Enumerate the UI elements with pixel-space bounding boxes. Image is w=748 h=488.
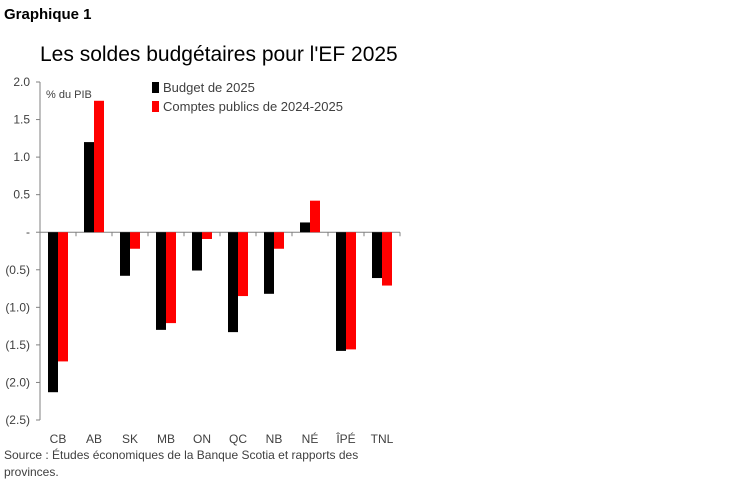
bar-comptes-NB <box>274 232 284 249</box>
x-tick-label: NÉ <box>302 431 319 446</box>
bar-comptes-NÉ <box>310 200 320 233</box>
x-tick-label: ÎPÉ <box>335 431 355 446</box>
bar-budget-TNL <box>372 232 382 279</box>
bar-comptes-SK <box>130 232 140 249</box>
x-tick-label: ON <box>193 432 211 446</box>
x-tick-label: AB <box>86 432 102 446</box>
bar-budget-SK <box>120 232 130 276</box>
bar-budget-ÎPÉ <box>336 232 346 351</box>
bar-budget-CB <box>48 232 58 393</box>
x-tick-label: SK <box>122 432 138 446</box>
bar-budget-ON <box>192 232 202 271</box>
bar-comptes-CB <box>58 232 68 362</box>
legend: Budget de 2025 Comptes publics de 2024-20… <box>152 80 343 114</box>
bar-budget-NB <box>264 232 274 294</box>
bar-budget-QC <box>228 232 238 333</box>
x-tick-label: MB <box>157 432 175 446</box>
x-tick-label: TNL <box>371 432 394 446</box>
chart-title: Les soldes budgétaires pour l'EF 2025 <box>40 43 398 66</box>
x-tick-label: QC <box>229 432 247 446</box>
bar-budget-NÉ <box>300 222 310 233</box>
y-tick-label: 0.5 <box>13 188 30 202</box>
y-tick-label: - <box>26 225 30 239</box>
y-tick-label: (2.0) <box>5 375 30 389</box>
bars-layer <box>48 100 392 393</box>
bar-budget-AB <box>84 142 94 233</box>
y-tick-label: 1.0 <box>13 150 30 164</box>
y-tick-label: 1.5 <box>13 113 30 127</box>
bar-budget-MB <box>156 232 166 330</box>
ticks-layer: 2.0 1.5 1.0 0.5 - (0.5) (1.0) (1.5) (2.0) (2.5) CB… <box>5 75 393 446</box>
bar-comptes-TNL <box>382 232 392 286</box>
legend-label-comptes: Comptes publics de 2024-2025 <box>163 99 343 114</box>
y-tick-label: 2.0 <box>13 75 30 89</box>
y-tick-label: (1.5) <box>5 338 30 352</box>
y-axis-unit-label: % du PIB <box>46 89 92 101</box>
bar-comptes-AB <box>94 100 104 233</box>
bar-comptes-ÎPÉ <box>346 232 356 350</box>
bar-comptes-MB <box>166 232 176 324</box>
figure-label: Graphique 1 <box>4 6 92 23</box>
y-tick-label: (0.5) <box>5 263 30 277</box>
y-tick-label: (1.0) <box>5 300 30 314</box>
bar-comptes-ON <box>202 232 212 239</box>
legend-swatch-comptes <box>152 101 159 112</box>
source-note: Source : Études économiques de la Banque… <box>4 448 359 479</box>
x-tick-label: NB <box>266 432 283 446</box>
x-tick-label: CB <box>50 432 67 446</box>
bar-comptes-QC <box>238 232 248 297</box>
legend-label-budget: Budget de 2025 <box>163 80 255 95</box>
y-tick-label: (2.5) <box>5 413 30 427</box>
legend-swatch-budget <box>152 82 159 93</box>
